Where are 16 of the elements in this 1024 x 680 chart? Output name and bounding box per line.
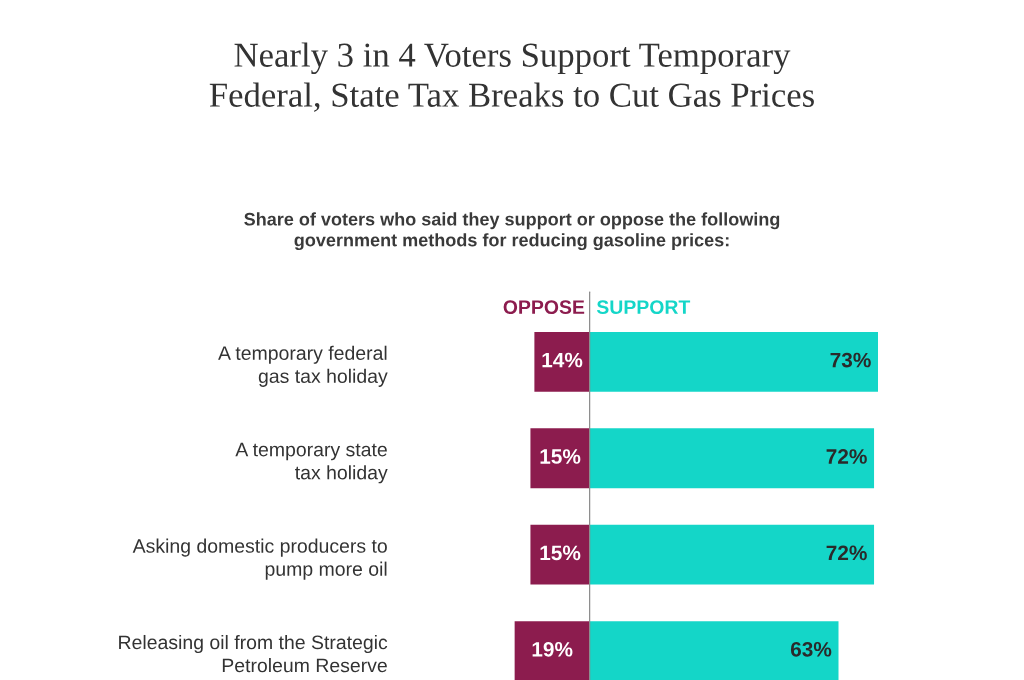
- series-label: SUPPORT: [596, 300, 691, 315]
- y-tick-label: A temporary federal gas tax holiday: [218, 345, 388, 387]
- data-label: 19%: [532, 641, 573, 657]
- y-tick-label: Asking domestic producers to pump more oil: [132, 538, 387, 580]
- chart-title: Nearly 3 in 4 Voters Support Temporary Federal, State Tax Breaks to Cut Gas Prices: [209, 42, 814, 112]
- y-tick-label: A temporary state tax holiday: [235, 442, 388, 484]
- chart-subtitle: Share of voters who said they support or oppose the following government methods for reducing gasoline prices:: [244, 212, 780, 251]
- data-label: 14%: [542, 352, 583, 368]
- data-label: 73%: [830, 352, 871, 368]
- data-label: 63%: [790, 641, 832, 657]
- y-tick-label: Releasing oil from the Strategic Petroleum Reserve: [119, 634, 388, 673]
- series-label: OPPOSE: [503, 300, 585, 315]
- data-label: 72%: [826, 449, 867, 464]
- data-label: 72%: [826, 545, 867, 561]
- data-label: 15%: [540, 449, 581, 464]
- data-label: 15%: [540, 545, 581, 561]
